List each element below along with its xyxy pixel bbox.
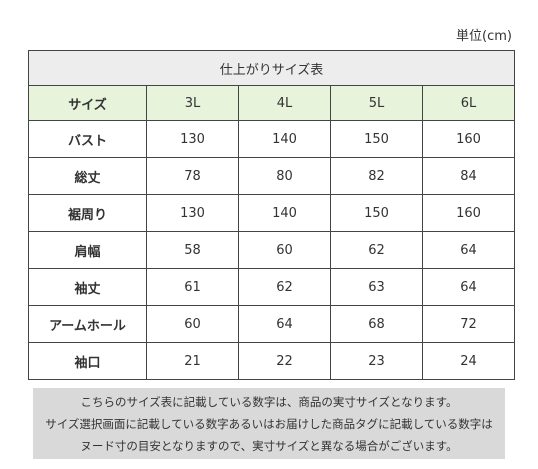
table-row: 裾周り 130 140 150 160 [28, 194, 516, 232]
table-cell: 84 [421, 157, 516, 195]
table-cell: 62 [238, 268, 331, 306]
table-cell: 150 [330, 194, 423, 232]
note-line: サイズ選択画面に記載している数字あるいはお届けした商品タグに記載している数字は [45, 417, 493, 431]
header-size-label: サイズ [28, 85, 147, 121]
table-title-row: 仕上がりサイズ表 [27, 50, 516, 86]
table-cell: 64 [421, 268, 516, 306]
header-size-6l: 6L [421, 85, 516, 121]
table-row: 袖口 21 22 23 24 [28, 342, 516, 380]
row-label-shoulder: 肩幅 [28, 231, 147, 269]
table-row: 袖丈 61 62 63 64 [28, 268, 516, 306]
header-size-3l: 3L [146, 85, 239, 121]
table-cell: 150 [330, 120, 423, 158]
table-cell: 160 [421, 120, 516, 158]
size-note-box: こちらのサイズ表に記載している数字は、商品の実寸サイズとなります。 サイズ選択画… [33, 388, 505, 459]
row-label-sleeve: 袖丈 [28, 268, 147, 306]
table-cell: 140 [238, 194, 331, 232]
row-label-bust: バスト [28, 120, 147, 158]
table-title: 仕上がりサイズ表 [27, 50, 516, 86]
table-row: アームホール 60 64 68 72 [28, 305, 516, 343]
table-cell: 82 [330, 157, 423, 195]
table-cell: 160 [421, 194, 516, 232]
size-table: 仕上がりサイズ表 サイズ 3L 4L 5L 6L バスト 130 140 150… [27, 50, 516, 380]
table-row: 総丈 78 80 82 84 [28, 157, 516, 195]
table-cell: 58 [146, 231, 239, 269]
table-cell: 23 [330, 342, 423, 380]
table-cell: 130 [146, 194, 239, 232]
table-cell: 80 [238, 157, 331, 195]
table-cell: 68 [330, 305, 423, 343]
note-line: ヌード寸の目安となりますので、実寸サイズと異なる場合がございます。 [80, 439, 458, 453]
table-row: 肩幅 58 60 62 64 [28, 231, 516, 269]
note-line: こちらのサイズ表に記載している数字は、商品の実寸サイズとなります。 [80, 395, 458, 409]
table-header-row: サイズ 3L 4L 5L 6L [28, 85, 516, 121]
row-label-length: 総丈 [28, 157, 147, 195]
table-cell: 64 [421, 231, 516, 269]
table-cell: 62 [330, 231, 423, 269]
table-cell: 64 [238, 305, 331, 343]
table-cell: 60 [146, 305, 239, 343]
header-size-4l: 4L [238, 85, 331, 121]
table-cell: 61 [146, 268, 239, 306]
table-cell: 22 [238, 342, 331, 380]
unit-label: 単位(cm) [456, 29, 512, 44]
table-row: バスト 130 140 150 160 [28, 120, 516, 158]
row-label-cuff: 袖口 [28, 342, 147, 380]
table-cell: 78 [146, 157, 239, 195]
table-cell: 24 [421, 342, 516, 380]
table-cell: 60 [238, 231, 331, 269]
table-cell: 130 [146, 120, 239, 158]
table-cell: 63 [330, 268, 423, 306]
table-cell: 140 [238, 120, 331, 158]
row-label-hem: 裾周り [28, 194, 147, 232]
row-label-armhole: アームホール [28, 305, 147, 343]
table-cell: 72 [421, 305, 516, 343]
table-cell: 21 [146, 342, 239, 380]
header-size-5l: 5L [330, 85, 423, 121]
